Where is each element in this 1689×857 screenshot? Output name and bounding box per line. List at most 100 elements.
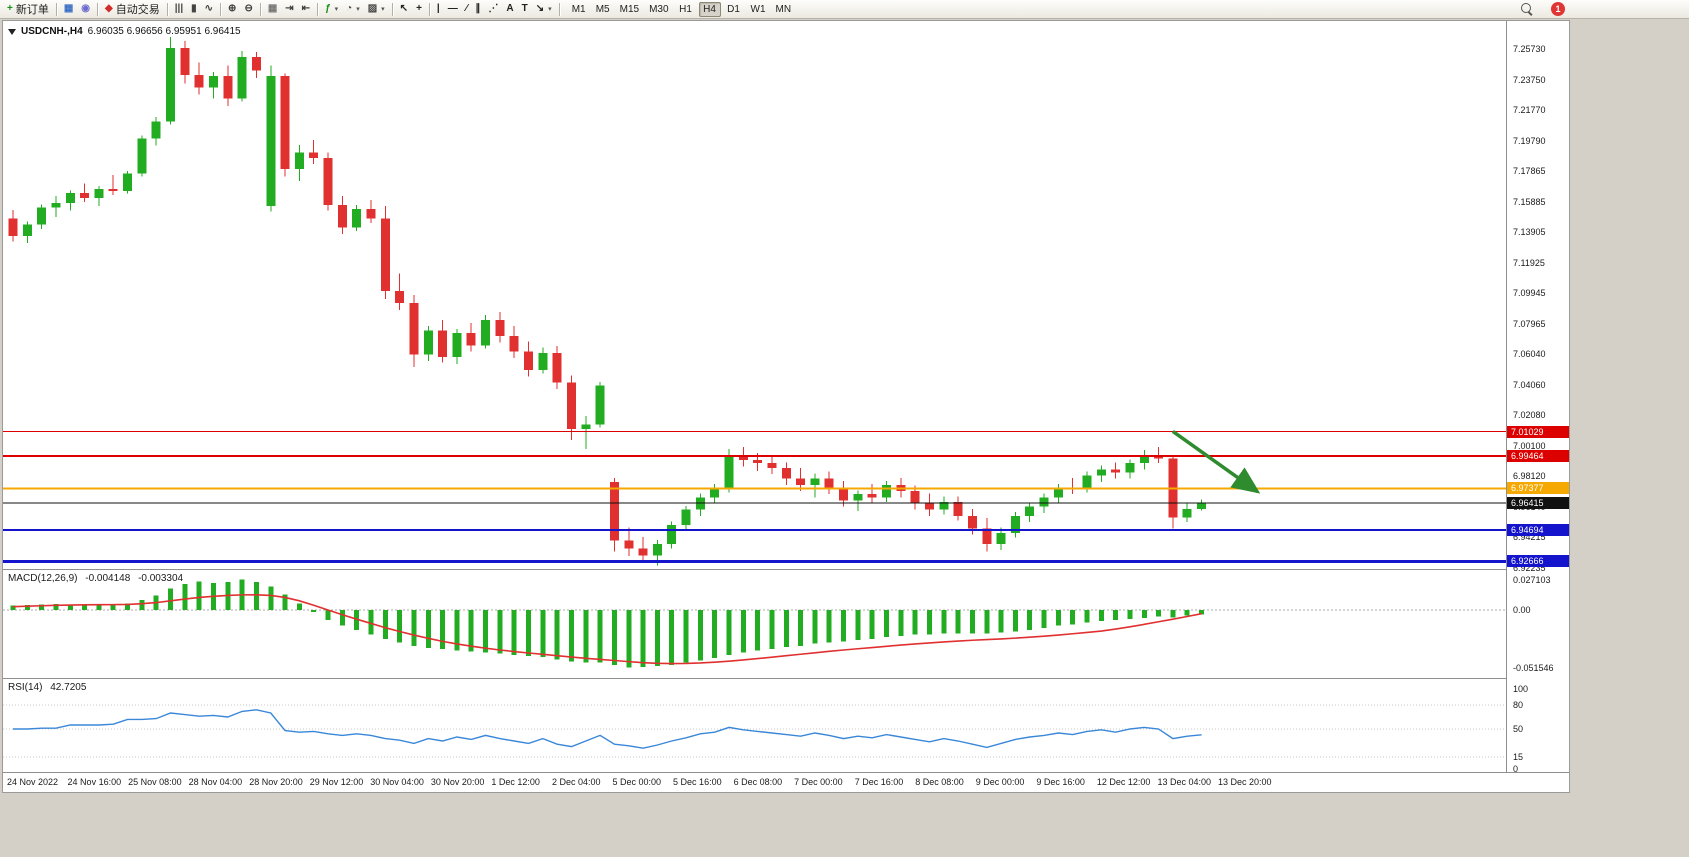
rsi-pane-label: RSI(14) 42.7205 <box>8 682 86 693</box>
chart-window[interactable]: USDCNH-,H4 6.96035 6.96656 6.95951 6.964… <box>2 20 1570 793</box>
zoom-in-button[interactable]: ⊕ <box>224 1 240 17</box>
new-order-button[interactable]: + 新订单 <box>3 1 53 17</box>
level-price-badge: 6.94694 <box>1507 523 1569 536</box>
candlesticks-button[interactable]: ▮ <box>187 1 201 17</box>
time-label: 9 Dec 16:00 <box>1036 777 1085 787</box>
periods-icon: ◔ <box>346 3 353 14</box>
charts-button[interactable]: ▦ <box>60 1 77 17</box>
arrows-caret-icon[interactable]: ▾ <box>548 6 552 13</box>
text-label-icon: T <box>521 3 528 14</box>
time-label: 5 Dec 16:00 <box>673 777 722 787</box>
search-icon[interactable] <box>1521 3 1533 16</box>
price-tick: 7.07965 <box>1513 318 1546 329</box>
vertical-line-icon: | <box>436 3 440 14</box>
zoom-out-button[interactable]: ⊖ <box>240 1 256 17</box>
horizontal-line-button[interactable]: — <box>444 1 462 17</box>
line-chart-icon: ∿ <box>204 3 214 14</box>
chart-plot-surface[interactable] <box>3 21 1506 772</box>
price-tick: 7.17865 <box>1513 166 1546 177</box>
templates-button[interactable]: ▨ ▾ <box>364 1 389 17</box>
rsi-value: 42.7205 <box>50 682 87 693</box>
macd-value-signal: -0.003304 <box>138 573 184 584</box>
timeframe-d1-button[interactable]: D1 <box>723 2 745 17</box>
cursor-icon: ↖ <box>399 3 409 14</box>
toolbar-buttons-group: + 新订单 ▦ ◉ ◆ 自动交易 ||| ▮ ∿ ⊕ ⊖ ▦ ⇥ ⇤ ƒ ▾ ◔ ▾ ▨ ▾ ↖ + | — ∕ ∥ ⋰ A T ↘ ▾ <box>3 1 563 17</box>
time-label: 7 Dec 16:00 <box>854 777 904 787</box>
timeframe-h4-button[interactable]: H4 <box>698 1 721 17</box>
price-tick: 6.92235 <box>1513 563 1546 573</box>
price-tick: 7.02080 <box>1513 410 1546 421</box>
macd-layer <box>10 579 1205 668</box>
time-label: 28 Nov 04:00 <box>188 777 243 787</box>
autotrade-label: 自动交易 <box>115 4 160 16</box>
level-price-badge: 6.99464 <box>1507 449 1569 462</box>
indicators-button[interactable]: ƒ ▾ <box>321 1 342 17</box>
horizontal-line-icon: — <box>447 3 458 14</box>
time-label: 25 Nov 08:00 <box>128 777 182 787</box>
price-tick: 7.00100 <box>1513 440 1546 451</box>
level-price-badge: 7.01029 <box>1507 425 1569 438</box>
timeframe-m1-button[interactable]: M1 <box>568 2 590 17</box>
time-label: 6 Dec 08:00 <box>733 777 783 787</box>
line-chart-button[interactable]: ∿ <box>201 1 217 17</box>
price-tick: 7.21770 <box>1513 105 1546 116</box>
macd-value-main: -0.004148 <box>85 573 131 584</box>
search-lens <box>1521 3 1531 13</box>
channel-button[interactable]: ∥ <box>471 1 484 17</box>
chart-shift-icon: ⇤ <box>301 3 311 14</box>
timeframe-m30-button[interactable]: M30 <box>645 2 672 17</box>
periods-button[interactable]: ◔ ▾ <box>342 1 364 17</box>
arrows-button[interactable]: ↘ ▾ <box>532 1 556 17</box>
timeframe-h1-button[interactable]: H1 <box>675 2 697 17</box>
price-tick: 6.98120 <box>1513 471 1546 482</box>
macd-pane-divider[interactable] <box>3 569 1569 570</box>
tile-windows-button[interactable]: ▦ <box>264 1 281 17</box>
auto-scroll-button[interactable]: ⇥ <box>281 1 297 17</box>
time-label: 30 Nov 04:00 <box>370 777 424 787</box>
text-label-button[interactable]: T <box>518 1 532 17</box>
timeframe-w1-button[interactable]: W1 <box>747 2 770 17</box>
time-label: 13 Dec 20:00 <box>1218 777 1272 787</box>
levels-layer <box>3 431 1506 563</box>
crosshair-button[interactable]: + <box>412 1 426 17</box>
ohlc-bars-button[interactable]: ||| <box>171 1 187 17</box>
macd-tick: 0.00 <box>1513 605 1531 615</box>
time-label: 1 Dec 12:00 <box>491 777 540 787</box>
price-tick: 6.94215 <box>1513 532 1546 543</box>
price-tick: 7.13905 <box>1513 227 1546 238</box>
time-label: 8 Dec 08:00 <box>915 777 964 787</box>
notification-badge[interactable]: 1 <box>1551 2 1565 16</box>
cursor-button[interactable]: ↖ <box>396 1 412 17</box>
autotrade-button[interactable]: ◆ 自动交易 <box>101 1 164 17</box>
toolbar-separator <box>166 2 168 16</box>
fibonacci-button[interactable]: ⋰ <box>484 1 502 17</box>
timeframe-mn-button[interactable]: MN <box>772 2 796 17</box>
price-tick: 7.04060 <box>1513 379 1546 390</box>
auto-scroll-icon: ⇥ <box>285 3 294 14</box>
timeframe-m15-button[interactable]: M15 <box>616 2 643 17</box>
arrow-object[interactable] <box>1171 429 1261 494</box>
text-button[interactable]: A <box>502 1 517 17</box>
timeframe-m5-button[interactable]: M5 <box>592 2 614 17</box>
toolbar-separator <box>317 2 319 16</box>
profiles-button[interactable]: ◉ <box>77 1 94 17</box>
trendline-button[interactable]: ∕ <box>462 1 472 17</box>
vertical-line-button[interactable]: | <box>433 1 444 17</box>
charts-icon: ▦ <box>63 3 74 14</box>
toolbar-separator <box>259 2 261 16</box>
price-axis[interactable]: 7.25730 7.23750 7.21770 7.19790 7.17865 7.158… <box>1506 21 1569 774</box>
time-axis[interactable]: 24 Nov 2022 24 Nov 16:00 25 Nov 08:00 28 No… <box>3 772 1569 792</box>
templates-caret-icon[interactable]: ▾ <box>381 6 385 13</box>
rsi-tick: 0 <box>1513 764 1519 774</box>
indicators-caret-icon[interactable]: ▾ <box>334 6 339 13</box>
trendline-icon: ∕ <box>465 3 468 14</box>
time-label: 9 Dec 00:00 <box>975 777 1025 787</box>
periods-caret-icon[interactable]: ▾ <box>356 6 360 13</box>
new-order-label: 新订单 <box>15 4 49 16</box>
toolbar-separator <box>391 2 393 16</box>
chart-shift-button[interactable]: ⇤ <box>298 1 314 17</box>
arrows-icon: ↘ <box>535 3 545 14</box>
price-tick: 7.15885 <box>1513 196 1546 207</box>
rsi-pane-divider[interactable] <box>3 678 1569 679</box>
fibonacci-icon: ⋰ <box>488 3 499 14</box>
